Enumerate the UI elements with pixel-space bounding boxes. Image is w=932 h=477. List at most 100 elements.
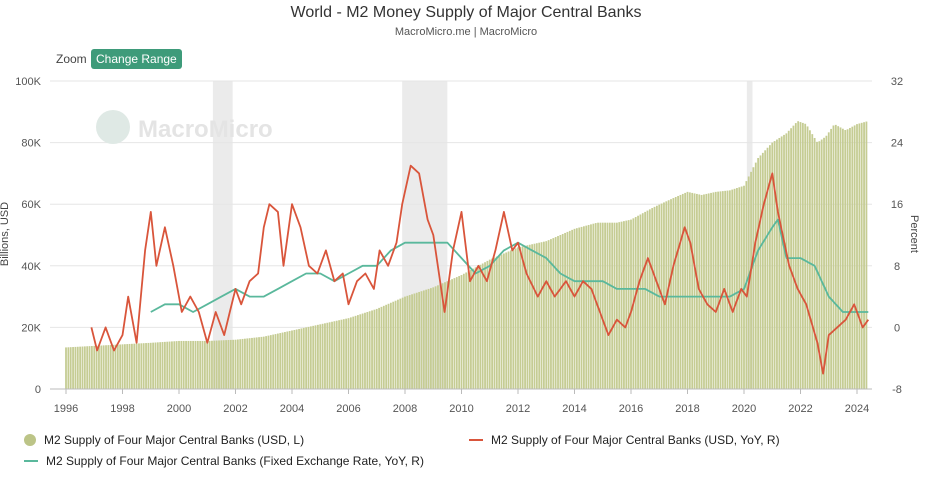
- bar: [505, 252, 508, 389]
- change-range-button[interactable]: Change Range: [91, 49, 182, 69]
- bar: [771, 142, 774, 389]
- bar: [281, 332, 284, 389]
- bar: [437, 285, 439, 389]
- left-tick-label: 20K: [21, 322, 41, 334]
- bar: [841, 128, 844, 390]
- bar: [364, 312, 366, 389]
- bar: [335, 320, 338, 389]
- bar: [564, 232, 566, 389]
- bar: [116, 344, 119, 389]
- bar: [302, 327, 305, 389]
- right-tick-label: 8: [894, 261, 900, 273]
- bar: [502, 253, 505, 389]
- bar: [809, 130, 811, 389]
- bar: [467, 271, 470, 389]
- bar: [375, 308, 378, 389]
- left-tick-label: 100K: [15, 76, 41, 88]
- legend-line-swatch-icon: [469, 439, 483, 441]
- bar: [173, 341, 176, 389]
- bar: [863, 122, 865, 389]
- bar: [404, 296, 406, 389]
- bar: [783, 134, 785, 389]
- bar: [441, 283, 444, 389]
- bar: [133, 343, 136, 389]
- legend-item-m2-usd[interactable]: M2 Supply of Four Major Central Banks (U…: [24, 433, 304, 447]
- bar: [309, 326, 312, 389]
- bar: [599, 222, 602, 389]
- bar: [163, 341, 166, 389]
- bar: [295, 329, 298, 389]
- chart-canvas: MacroMicro 0 20K 40K 60K 80K 100K -8 0 8 16 24 32 19…: [0, 76, 920, 415]
- bar: [420, 291, 423, 389]
- bar: [345, 318, 348, 389]
- bar: [813, 137, 816, 389]
- bar: [397, 299, 399, 389]
- bar: [460, 275, 463, 389]
- bar: [208, 340, 211, 389]
- bar: [385, 304, 388, 389]
- bar: [712, 192, 715, 389]
- bar: [528, 244, 531, 389]
- bar: [688, 192, 691, 389]
- right-tick-label: 32: [891, 76, 903, 88]
- bar: [797, 121, 800, 389]
- bar: [693, 193, 696, 389]
- bar: [611, 222, 614, 389]
- bar: [728, 190, 731, 389]
- legend-item-m2-fixed-yoy[interactable]: M2 Supply of Four Major Central Banks (F…: [24, 454, 424, 468]
- legend-label: M2 Supply of Four Major Central Banks (U…: [44, 433, 305, 447]
- bar: [251, 337, 253, 389]
- bar: [189, 340, 192, 389]
- bar: [260, 336, 263, 389]
- bar: [674, 197, 677, 389]
- bar: [446, 281, 449, 389]
- bar: [267, 335, 270, 389]
- bar: [856, 124, 858, 390]
- bar: [592, 223, 595, 389]
- bar: [140, 343, 143, 389]
- bar: [721, 191, 724, 389]
- bar: [102, 345, 105, 389]
- bar: [736, 188, 738, 389]
- bar: [288, 330, 291, 389]
- bar: [361, 313, 364, 389]
- bar: [825, 135, 828, 389]
- x-tick-label: 2018: [675, 403, 699, 415]
- bar: [354, 315, 357, 389]
- bar: [373, 309, 376, 389]
- legend-item-m2-usd-yoy[interactable]: M2 Supply of Four Major Central Banks (U…: [469, 433, 780, 447]
- bar: [439, 284, 442, 389]
- bar: [580, 226, 583, 389]
- bar: [799, 122, 802, 390]
- left-tick-label: 60K: [21, 199, 41, 211]
- bar: [185, 340, 187, 389]
- bar: [114, 344, 117, 389]
- bar: [493, 257, 496, 389]
- bar: [684, 192, 687, 389]
- bar: [262, 336, 265, 389]
- bar: [853, 125, 856, 390]
- bar: [625, 220, 628, 389]
- bar: [651, 208, 654, 389]
- bar: [434, 286, 437, 389]
- bar: [705, 193, 708, 389]
- bar: [451, 279, 453, 389]
- bar: [359, 314, 362, 389]
- bar: [126, 344, 129, 389]
- bar: [757, 158, 760, 389]
- bar: [123, 344, 126, 389]
- bar: [199, 340, 202, 389]
- bar: [714, 191, 717, 389]
- chart-subtitle: MacroMicro.me | MacroMicro: [394, 26, 538, 38]
- x-tick-label: 2016: [619, 403, 643, 415]
- bar: [837, 126, 840, 389]
- bar: [67, 347, 70, 389]
- bar: [182, 340, 185, 389]
- bar: [399, 298, 402, 389]
- bar: [100, 345, 103, 389]
- bar: [484, 262, 486, 389]
- bar: [849, 127, 851, 389]
- bar: [112, 344, 114, 389]
- bar: [707, 193, 710, 389]
- bar: [606, 222, 609, 389]
